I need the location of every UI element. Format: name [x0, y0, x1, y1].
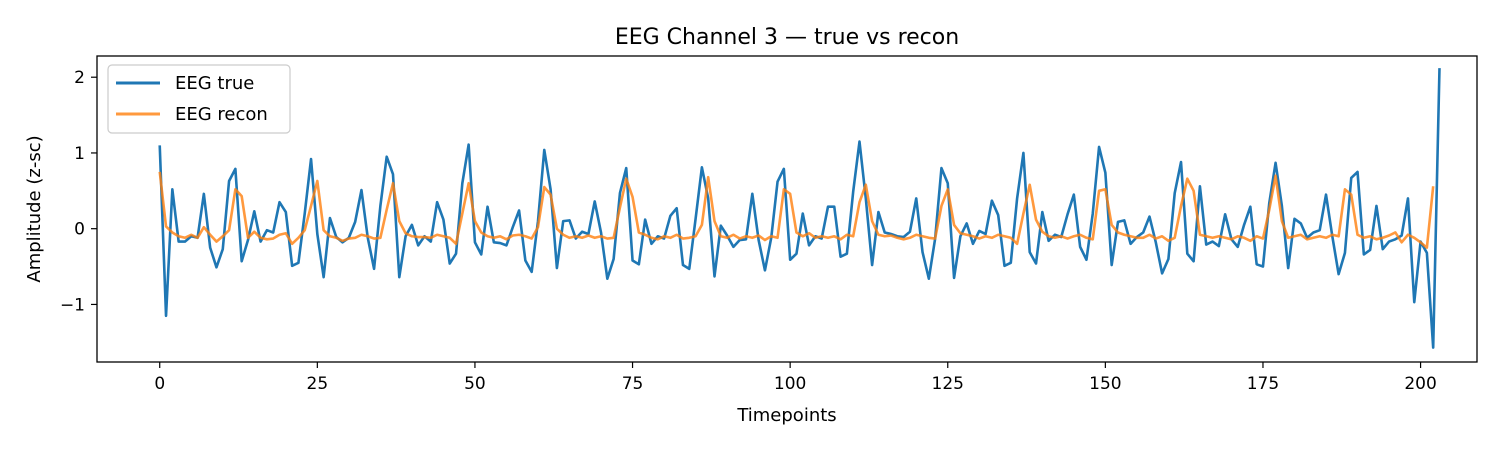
x-tick-label: 150	[1089, 374, 1121, 394]
x-tick-label: 75	[622, 374, 644, 394]
series-line-eeg-recon	[158, 171, 1435, 249]
x-tick-label: 200	[1404, 374, 1436, 394]
x-tick-label: 0	[154, 374, 165, 394]
x-tick-label: 25	[307, 374, 329, 394]
y-tick-label: 1	[74, 144, 85, 164]
x-tick-label: 125	[932, 374, 964, 394]
y-axis-label: Amplitude (z-sc)	[24, 135, 45, 282]
plot-area-frame	[96, 55, 1478, 363]
x-tick-label: 100	[774, 374, 806, 394]
x-tick-label: 175	[1247, 374, 1279, 394]
chart-title: EEG Channel 3 — true vs recon	[615, 25, 959, 50]
legend-label-eeg-recon: EEG recon	[175, 104, 268, 125]
legend: EEG true EEG recon	[107, 64, 291, 134]
y-tick-label: 0	[74, 220, 85, 240]
y-tick-label: 2	[74, 68, 85, 88]
y-tick-label: −1	[60, 295, 85, 315]
x-axis-ticks: 0 25 50 75 100 125 150 175 200	[154, 362, 1437, 394]
x-tick-label: 50	[464, 374, 486, 394]
y-axis-ticks: −1 0 1 2	[60, 68, 97, 315]
legend-label-eeg-true: EEG true	[175, 73, 254, 94]
series-layer	[158, 68, 1441, 349]
x-axis-label: Timepoints	[736, 405, 836, 426]
